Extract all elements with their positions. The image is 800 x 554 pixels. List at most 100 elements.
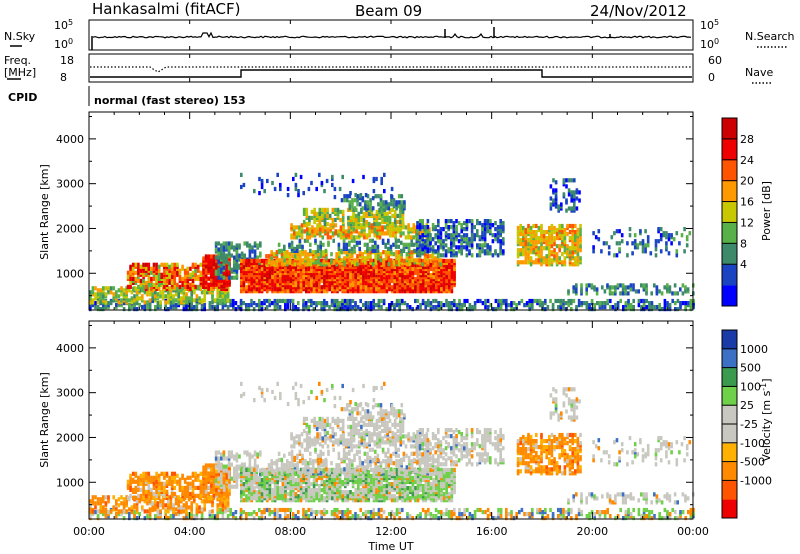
power-cell: [648, 305, 651, 310]
power-cell: [102, 303, 105, 308]
power-cell: [437, 245, 440, 250]
power-cell: [637, 298, 641, 304]
power-cell: [297, 285, 300, 290]
power-cell: [364, 200, 367, 205]
power-cell: [659, 233, 663, 238]
power-cell: [532, 244, 535, 249]
power-cell: [150, 266, 153, 271]
velocity-cell: [653, 514, 656, 519]
power-cell: [227, 261, 231, 266]
power-cell: [120, 286, 123, 291]
power-cell: [293, 254, 297, 259]
power-cell: [259, 241, 262, 246]
power-cell: [126, 274, 130, 279]
power-cell: [134, 262, 138, 267]
power-cell: [302, 303, 305, 308]
power-cell: [396, 213, 400, 218]
power-cell: [429, 233, 432, 238]
power-cell: [576, 240, 580, 245]
power-cell: [394, 244, 398, 249]
power-cell: [167, 300, 170, 305]
power-cell: [350, 225, 353, 230]
velocity-cell: [120, 509, 123, 514]
power-cell: [341, 281, 344, 286]
power-cell: [557, 298, 560, 304]
power-cell: [418, 258, 422, 263]
power-cell: [370, 223, 374, 228]
velocity-cell: [437, 510, 440, 515]
power-cell: [616, 305, 620, 310]
velocity-cell: [229, 507, 232, 513]
power-cell: [639, 241, 642, 246]
power-cell: [318, 211, 322, 216]
power-cell: [289, 273, 292, 278]
velocity-cell: [676, 516, 680, 521]
velocity-cell: [546, 514, 550, 519]
power-cell: [685, 235, 689, 240]
power-cell: [294, 172, 298, 177]
power-cell: [309, 242, 312, 247]
power-cell: [522, 248, 525, 253]
power-cell: [382, 250, 385, 255]
power-cell: [378, 213, 381, 218]
power-cell: [424, 301, 427, 306]
power-cell: [423, 258, 427, 263]
power-cell: [353, 262, 357, 267]
power-cell: [185, 303, 188, 308]
power-cell: [349, 215, 353, 220]
power-cell: [445, 279, 448, 284]
power-cell: [557, 204, 560, 209]
power-cell: [242, 270, 246, 276]
power-cell: [120, 298, 123, 303]
velocity-cell: [411, 516, 414, 521]
power-cell: [342, 227, 345, 232]
velocity-cell: [570, 507, 573, 513]
power-cell: [355, 229, 358, 234]
power-cell: [616, 301, 620, 306]
velocity-cell: [637, 512, 641, 517]
power-cell: [182, 303, 186, 308]
velocity-cell: [455, 516, 459, 521]
power-cell: [369, 250, 372, 255]
power-cell: [294, 283, 298, 288]
power-cell: [117, 300, 121, 305]
power-cell: [286, 289, 290, 294]
power-cell: [273, 298, 277, 304]
power-cell: [486, 243, 489, 248]
power-cell: [331, 277, 334, 282]
power-cell: [365, 219, 368, 225]
power-cell: [299, 254, 302, 259]
power-cell: [157, 264, 161, 269]
velocity-cell: [505, 512, 508, 517]
power-colorbar-tick-label: 16: [740, 196, 754, 209]
power-cell: [216, 298, 219, 303]
velocity-cell: [239, 507, 243, 513]
power-cell: [421, 262, 424, 267]
power-cell: [679, 287, 682, 292]
power-cell: [676, 298, 680, 304]
power-cell: [204, 280, 208, 285]
power-cell: [561, 244, 564, 249]
power-cell: [343, 298, 347, 304]
power-cell: [491, 233, 495, 238]
velocity-cell: [148, 512, 152, 517]
power-cell: [524, 250, 528, 255]
velocity-cell: [468, 512, 472, 517]
power-cell: [325, 301, 329, 306]
velocity-cell: [663, 507, 667, 513]
power-cell: [444, 243, 448, 248]
power-cell: [364, 301, 368, 306]
power-cell: [297, 301, 300, 306]
power-cell: [168, 280, 171, 285]
power-cell: [442, 258, 446, 263]
power-cell: [650, 291, 653, 296]
power-cell: [312, 279, 316, 284]
power-cell: [211, 300, 214, 305]
power-cell: [313, 207, 316, 212]
power-cell: [429, 301, 433, 306]
power-cell: [346, 298, 349, 304]
velocity-cell: [453, 507, 456, 513]
power-cell: [258, 176, 261, 182]
velocity-cell: [562, 507, 565, 513]
power-cell: [185, 292, 188, 297]
